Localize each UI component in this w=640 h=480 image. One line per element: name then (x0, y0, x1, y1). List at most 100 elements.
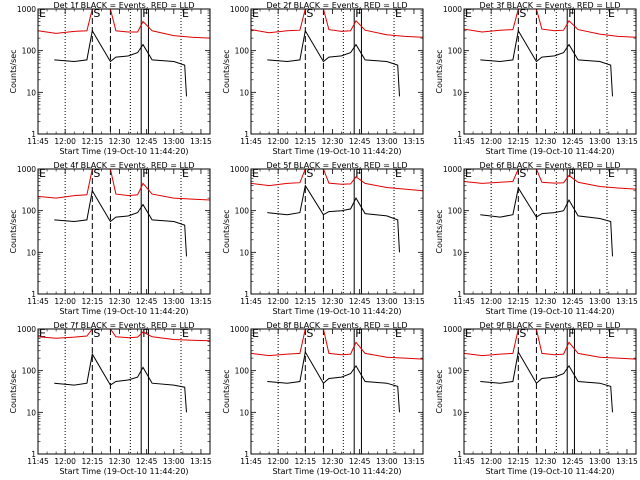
events-series-line (480, 350, 613, 413)
time-marker-label: F (355, 327, 361, 340)
x-tick-label: 12:15 (295, 137, 317, 146)
x-tick-label: 11:45 (453, 137, 475, 146)
x-axis-label: Start Time (19-Oct-10 11:44:20) (272, 307, 401, 316)
lld-series-line (251, 329, 423, 360)
x-tick-label: 12:15 (82, 457, 104, 466)
x-tick-label: 13:00 (163, 297, 185, 306)
y-tick-label: 1 (457, 290, 462, 299)
events-series-line (267, 29, 400, 97)
events-series-line (480, 29, 613, 97)
y-tick-label: 1000 (443, 5, 462, 14)
x-tick-label: 12:15 (295, 297, 317, 306)
x-tick-label: 12:15 (508, 137, 530, 146)
plot-frame (463, 328, 637, 455)
lld-series-line (464, 329, 636, 360)
time-marker-label: E (608, 7, 615, 20)
y-tick-label: 100 (22, 367, 37, 376)
time-marker-label: F (355, 7, 361, 20)
x-tick-label: 11:45 (27, 137, 49, 146)
y-tick-label: 1 (244, 450, 249, 459)
x-tick-label: 11:45 (240, 457, 262, 466)
x-tick-label: 12:30 (535, 137, 557, 146)
time-marker-label: E (252, 167, 259, 180)
time-marker-label: S (93, 327, 100, 340)
x-tick-label: 12:00 (480, 457, 502, 466)
y-axis-label: Counts/sec (9, 369, 18, 413)
events-series-line (267, 350, 400, 413)
x-tick-label: 12:30 (535, 297, 557, 306)
y-tick-label: 100 (22, 47, 37, 56)
time-marker-label: E (252, 7, 259, 20)
x-tick-label: 13:15 (403, 297, 425, 306)
time-marker-label: E (395, 167, 402, 180)
events-series-line (54, 189, 187, 257)
x-tick-label: 11:45 (453, 297, 475, 306)
y-tick-label: 100 (235, 207, 250, 216)
y-tick-label: 1 (244, 130, 249, 139)
x-tick-label: 12:00 (267, 457, 289, 466)
time-marker-label: F (142, 7, 148, 20)
y-tick-label: 1000 (230, 5, 249, 14)
time-marker-label: S (306, 327, 313, 340)
x-axis-label: Start Time (19-Oct-10 11:44:20) (59, 147, 188, 156)
y-tick-label: 1000 (443, 165, 462, 174)
lld-series-line (251, 169, 423, 192)
y-tick-label: 100 (235, 367, 250, 376)
time-marker-label: F (568, 7, 574, 20)
y-tick-label: 1 (31, 450, 36, 459)
y-tick-label: 1 (31, 130, 36, 139)
y-tick-label: 10 (239, 248, 249, 257)
x-tick-label: 12:30 (322, 137, 344, 146)
x-tick-label: 12:30 (322, 457, 344, 466)
x-tick-label: 12:45 (349, 457, 371, 466)
x-tick-label: 13:00 (376, 297, 398, 306)
x-tick-label: 13:15 (616, 137, 638, 146)
x-tick-label: 12:15 (82, 137, 104, 146)
plot-frame (250, 328, 424, 455)
x-axis-label: Start Time (19-Oct-10 11:44:20) (485, 147, 614, 156)
y-tick-label: 100 (448, 367, 463, 376)
x-axis-label: Start Time (19-Oct-10 11:44:20) (485, 467, 614, 476)
detector-panel: Det 6f BLACK = Events, RED = LLD Counts/s… (435, 161, 638, 316)
time-marker-label: E (182, 327, 189, 340)
y-axis-label: Counts/sec (222, 369, 231, 413)
time-marker-label: F (142, 167, 148, 180)
detector-panel: Det 2f BLACK = Events, RED = LLD Counts/s… (222, 1, 425, 156)
x-tick-label: 13:00 (163, 457, 185, 466)
y-tick-label: 100 (448, 207, 463, 216)
x-axis-label: Start Time (19-Oct-10 11:44:20) (272, 467, 401, 476)
x-tick-label: 12:45 (136, 137, 158, 146)
x-tick-label: 13:15 (616, 457, 638, 466)
plot-frame (463, 168, 637, 295)
x-tick-label: 12:15 (82, 297, 104, 306)
time-marker-label: S (306, 167, 313, 180)
x-tick-label: 12:00 (480, 297, 502, 306)
y-tick-label: 10 (26, 248, 36, 257)
x-tick-label: 12:00 (267, 137, 289, 146)
panel-title: Det 5f BLACK = Events, RED = LLD (266, 161, 407, 170)
panel-title: Det 2f BLACK = Events, RED = LLD (266, 1, 407, 10)
panel-title: Det 3f BLACK = Events, RED = LLD (479, 1, 620, 10)
time-marker-label: E (395, 7, 402, 20)
x-tick-label: 12:30 (109, 297, 131, 306)
x-axis-label: Start Time (19-Oct-10 11:44:20) (59, 467, 188, 476)
x-tick-label: 12:30 (109, 137, 131, 146)
y-axis-label: Counts/sec (9, 49, 18, 93)
plot-frame (37, 168, 211, 295)
panel-title: Det 1f BLACK = Events, RED = LLD (53, 1, 194, 10)
x-tick-label: 13:15 (403, 457, 425, 466)
y-tick-label: 1 (31, 290, 36, 299)
x-tick-label: 11:45 (27, 457, 49, 466)
time-marker-label: E (39, 7, 46, 20)
y-tick-label: 1 (457, 130, 462, 139)
y-tick-label: 10 (239, 88, 249, 97)
y-tick-label: 10 (239, 408, 249, 417)
x-tick-label: 12:00 (54, 297, 76, 306)
x-tick-label: 12:15 (295, 457, 317, 466)
x-tick-label: 12:30 (109, 457, 131, 466)
time-marker-label: S (519, 167, 526, 180)
x-tick-label: 12:45 (562, 137, 584, 146)
x-tick-label: 13:00 (376, 457, 398, 466)
y-tick-label: 1 (457, 450, 462, 459)
time-marker-label: S (519, 7, 526, 20)
